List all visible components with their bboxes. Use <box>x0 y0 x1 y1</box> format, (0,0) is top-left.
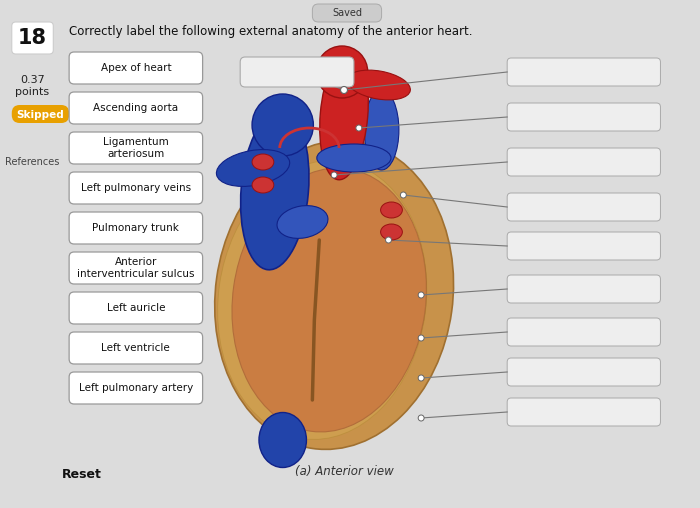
Text: (a) Anterior view: (a) Anterior view <box>295 465 393 479</box>
Ellipse shape <box>317 144 391 172</box>
FancyBboxPatch shape <box>508 318 660 346</box>
FancyBboxPatch shape <box>508 148 660 176</box>
Circle shape <box>341 86 347 93</box>
Text: Left ventricle: Left ventricle <box>102 343 170 353</box>
Ellipse shape <box>252 94 314 156</box>
Text: Reset: Reset <box>62 468 102 482</box>
Text: Pulmonary trunk: Pulmonary trunk <box>92 223 179 233</box>
FancyBboxPatch shape <box>69 252 202 284</box>
Circle shape <box>356 125 362 131</box>
FancyBboxPatch shape <box>508 398 660 426</box>
FancyBboxPatch shape <box>69 132 202 164</box>
FancyBboxPatch shape <box>69 92 202 124</box>
FancyBboxPatch shape <box>508 103 660 131</box>
FancyBboxPatch shape <box>508 232 660 260</box>
Ellipse shape <box>277 206 328 238</box>
Text: Correctly label the following external anatomy of the anterior heart.: Correctly label the following external a… <box>69 25 473 39</box>
Ellipse shape <box>347 70 410 100</box>
Ellipse shape <box>215 141 454 450</box>
Circle shape <box>418 375 424 381</box>
FancyBboxPatch shape <box>508 193 660 221</box>
FancyBboxPatch shape <box>69 172 202 204</box>
Ellipse shape <box>381 202 402 218</box>
Text: Left auricle: Left auricle <box>106 303 165 313</box>
FancyBboxPatch shape <box>508 275 660 303</box>
Text: Ascending aorta: Ascending aorta <box>93 103 178 113</box>
Text: Left pulmonary veins: Left pulmonary veins <box>80 183 191 193</box>
Ellipse shape <box>252 177 274 193</box>
FancyBboxPatch shape <box>69 372 202 404</box>
Ellipse shape <box>259 412 307 467</box>
Circle shape <box>386 237 391 243</box>
Text: Left pulmonary artery: Left pulmonary artery <box>78 383 193 393</box>
Text: Apex of heart: Apex of heart <box>101 63 172 73</box>
FancyBboxPatch shape <box>69 332 202 364</box>
Ellipse shape <box>232 168 426 432</box>
Ellipse shape <box>381 224 402 240</box>
Text: 0.37: 0.37 <box>20 75 45 85</box>
FancyBboxPatch shape <box>312 4 382 22</box>
Text: Anterior
interventricular sulcus: Anterior interventricular sulcus <box>77 257 195 279</box>
FancyBboxPatch shape <box>69 292 202 324</box>
Circle shape <box>418 292 424 298</box>
Ellipse shape <box>316 46 368 98</box>
Text: References: References <box>6 157 60 167</box>
Text: points: points <box>15 87 50 97</box>
FancyBboxPatch shape <box>69 212 202 244</box>
FancyBboxPatch shape <box>12 105 69 123</box>
Circle shape <box>331 172 337 178</box>
FancyBboxPatch shape <box>240 57 354 87</box>
FancyBboxPatch shape <box>69 52 202 84</box>
Circle shape <box>418 335 424 341</box>
Circle shape <box>400 192 406 198</box>
Text: Ligamentum
arteriosum: Ligamentum arteriosum <box>103 137 169 159</box>
Circle shape <box>341 87 347 93</box>
FancyBboxPatch shape <box>508 58 660 86</box>
FancyBboxPatch shape <box>508 358 660 386</box>
Ellipse shape <box>252 154 274 170</box>
Text: Saved: Saved <box>332 8 362 18</box>
Ellipse shape <box>216 149 290 186</box>
Ellipse shape <box>364 90 399 170</box>
FancyBboxPatch shape <box>12 22 53 54</box>
Text: Skipped: Skipped <box>17 110 64 120</box>
Ellipse shape <box>241 110 309 270</box>
Ellipse shape <box>218 161 427 439</box>
Text: 18: 18 <box>18 28 47 48</box>
Circle shape <box>418 415 424 421</box>
Ellipse shape <box>320 50 368 180</box>
